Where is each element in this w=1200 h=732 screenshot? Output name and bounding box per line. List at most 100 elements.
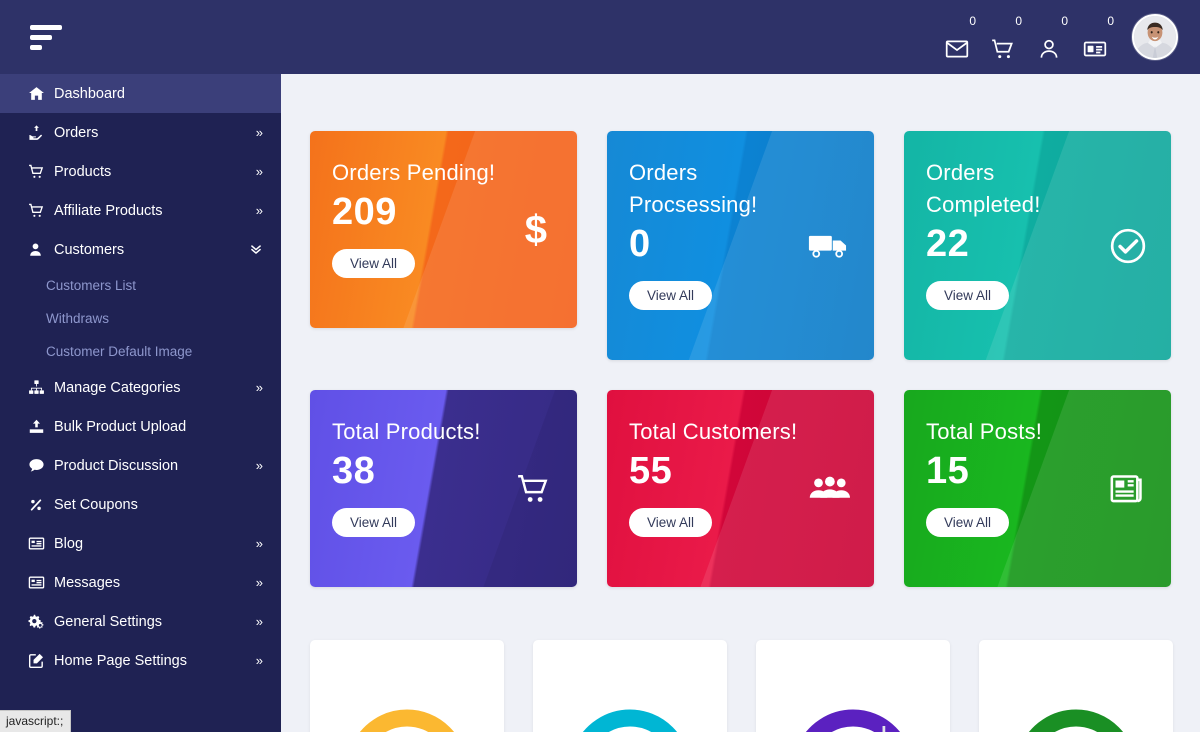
sidebar-item-set-coupons[interactable]: Set Coupons bbox=[0, 485, 281, 524]
sidebar-item-dashboard[interactable]: Dashboard bbox=[0, 74, 281, 113]
stat-card-orders-completed[interactable]: Orders Completed! 22 View All bbox=[904, 131, 1171, 360]
nav-news[interactable]: 0 bbox=[1072, 12, 1118, 62]
nav-account[interactable]: 0 bbox=[1026, 12, 1072, 62]
sidebar-item-bulk-product-upload[interactable]: Bulk Product Upload bbox=[0, 407, 281, 446]
submenu-link-customers-list[interactable]: Customers List bbox=[46, 278, 137, 293]
align-bar-1 bbox=[30, 24, 62, 30]
donut-card-3[interactable] bbox=[756, 640, 950, 732]
list-alt-icon bbox=[28, 535, 54, 552]
sidebar-item-blog[interactable]: Blog » bbox=[0, 524, 281, 563]
chevron-right-icon: » bbox=[255, 203, 263, 218]
sidebar-link-customers[interactable]: Customers bbox=[0, 230, 281, 269]
view-all-button[interactable]: View All bbox=[629, 507, 713, 537]
gears-icon bbox=[28, 613, 54, 630]
stat-card-orders-processing[interactable]: Orders Procsessing! 0 View All bbox=[607, 131, 874, 360]
stat-title: Orders Pending! bbox=[332, 160, 496, 185]
stat-card-total-customers[interactable]: Total Customers! 55 View All bbox=[607, 390, 874, 587]
donut-chart-4 bbox=[1010, 704, 1142, 732]
news-badge: 0 bbox=[1107, 14, 1114, 28]
sidebar-link-messages[interactable]: Messages » bbox=[0, 563, 281, 602]
donut-chart-1 bbox=[341, 704, 473, 732]
sidebar-link-bulk-product-upload[interactable]: Bulk Product Upload bbox=[0, 407, 281, 446]
nav-messages[interactable]: 0 bbox=[934, 12, 980, 62]
view-all-button[interactable]: View All bbox=[926, 507, 1010, 537]
sidebar-link-product-discussion[interactable]: Product Discussion » bbox=[0, 446, 281, 485]
list-alt-icon bbox=[28, 574, 54, 591]
stat-value: 38 bbox=[332, 449, 376, 492]
sidebar-label-bulk-product-upload: Bulk Product Upload bbox=[54, 418, 187, 435]
shopping-cart-icon bbox=[990, 36, 1016, 62]
chevron-right-icon: » bbox=[255, 125, 263, 140]
sidebar-item-manage-categories[interactable]: Manage Categories » bbox=[0, 368, 281, 407]
comment-icon bbox=[28, 457, 54, 474]
sidebar-item-products[interactable]: Products » bbox=[0, 152, 281, 191]
sidebar-item-home-page-settings[interactable]: Home Page Settings » bbox=[0, 641, 281, 680]
chevron-right-icon: » bbox=[255, 614, 263, 629]
stat-value: 22 bbox=[926, 222, 970, 265]
chevron-right-icon: » bbox=[255, 653, 263, 668]
sidebar-label-messages: Messages bbox=[54, 574, 121, 591]
donut-card-2[interactable] bbox=[533, 640, 727, 732]
sidebar-link-manage-categories[interactable]: Manage Categories » bbox=[0, 368, 281, 407]
submenu-link-withdraws[interactable]: Withdraws bbox=[46, 311, 110, 326]
sidebar-label-dashboard: Dashboard bbox=[54, 85, 125, 102]
sidebar-link-orders[interactable]: Orders » bbox=[0, 113, 281, 152]
stat-title: Orders Procsessing! bbox=[629, 160, 758, 217]
submenu-item-withdraws[interactable]: Withdraws bbox=[0, 302, 281, 335]
sidebar: Dashboard Orders » Products bbox=[0, 74, 281, 732]
envelope-icon bbox=[944, 36, 970, 62]
view-all-button[interactable]: View All bbox=[332, 507, 416, 537]
view-all-button[interactable]: View All bbox=[926, 280, 1010, 310]
stat-card-total-products[interactable]: Total Products! 38 View All bbox=[310, 390, 577, 587]
sidebar-item-customers[interactable]: Customers Customers List Withdraws Custo… bbox=[0, 230, 281, 368]
donut-card-1[interactable] bbox=[310, 640, 504, 732]
align-bar-3 bbox=[30, 44, 42, 50]
sidebar-link-products[interactable]: Products » bbox=[0, 152, 281, 191]
sidebar-link-home-page-settings[interactable]: Home Page Settings » bbox=[0, 641, 281, 680]
stat-value: 15 bbox=[926, 449, 970, 492]
sidebar-item-general-settings[interactable]: General Settings » bbox=[0, 602, 281, 641]
sidebar-label-customers: Customers bbox=[54, 241, 125, 258]
sidebar-label-set-coupons: Set Coupons bbox=[54, 496, 138, 513]
submenu-link-customer-default-image[interactable]: Customer Default Image bbox=[46, 344, 193, 359]
sidebar-item-affiliate-products[interactable]: Affiliate Products » bbox=[0, 191, 281, 230]
stat-title: Total Posts! bbox=[926, 419, 1043, 444]
upload-icon bbox=[28, 418, 54, 435]
chevron-double-down-icon bbox=[249, 242, 263, 258]
brand-area bbox=[0, 0, 281, 74]
percent-icon bbox=[28, 497, 54, 513]
sidebar-menu: Dashboard Orders » Products bbox=[0, 74, 281, 680]
sidebar-label-manage-categories: Manage Categories bbox=[54, 379, 181, 396]
submenu-item-customers-list[interactable]: Customers List bbox=[0, 269, 281, 302]
sidebar-item-product-discussion[interactable]: Product Discussion » bbox=[0, 446, 281, 485]
sidebar-link-dashboard[interactable]: Dashboard bbox=[0, 74, 281, 113]
donut-card-4[interactable] bbox=[979, 640, 1173, 732]
cart-icon bbox=[513, 472, 553, 506]
sidebar-label-affiliate-products: Affiliate Products bbox=[54, 202, 163, 219]
sidebar-link-general-settings[interactable]: General Settings » bbox=[0, 602, 281, 641]
cart-icon bbox=[28, 202, 54, 219]
sidebar-link-blog[interactable]: Blog » bbox=[0, 524, 281, 563]
sidebar-item-orders[interactable]: Orders » bbox=[0, 113, 281, 152]
stat-value: 209 bbox=[332, 190, 397, 233]
donut-chart-3 bbox=[787, 704, 919, 732]
top-nav-icons: 0 0 0 bbox=[934, 12, 1200, 62]
avatar[interactable] bbox=[1132, 14, 1178, 60]
newspaper-icon bbox=[1107, 472, 1145, 506]
stat-card-total-posts[interactable]: Total Posts! 15 View All bbox=[904, 390, 1171, 587]
donut-chart-2 bbox=[564, 704, 696, 732]
sidebar-link-set-coupons[interactable]: Set Coupons bbox=[0, 485, 281, 524]
view-all-button[interactable]: View All bbox=[629, 280, 713, 310]
donut-chart-row bbox=[310, 640, 1173, 732]
chevron-right-icon: » bbox=[255, 536, 263, 551]
nav-cart[interactable]: 0 bbox=[980, 12, 1026, 62]
view-all-button[interactable]: View All bbox=[332, 248, 416, 278]
chevron-right-icon: » bbox=[255, 575, 263, 590]
sidebar-link-affiliate-products[interactable]: Affiliate Products » bbox=[0, 191, 281, 230]
stat-card-orders-pending[interactable]: Orders Pending! 209 View All $ bbox=[310, 131, 577, 328]
submenu-item-customer-default-image[interactable]: Customer Default Image bbox=[0, 335, 281, 368]
dollar-icon: $ bbox=[524, 207, 547, 252]
align-left-icon[interactable] bbox=[30, 24, 62, 50]
sidebar-item-messages[interactable]: Messages » bbox=[0, 563, 281, 602]
